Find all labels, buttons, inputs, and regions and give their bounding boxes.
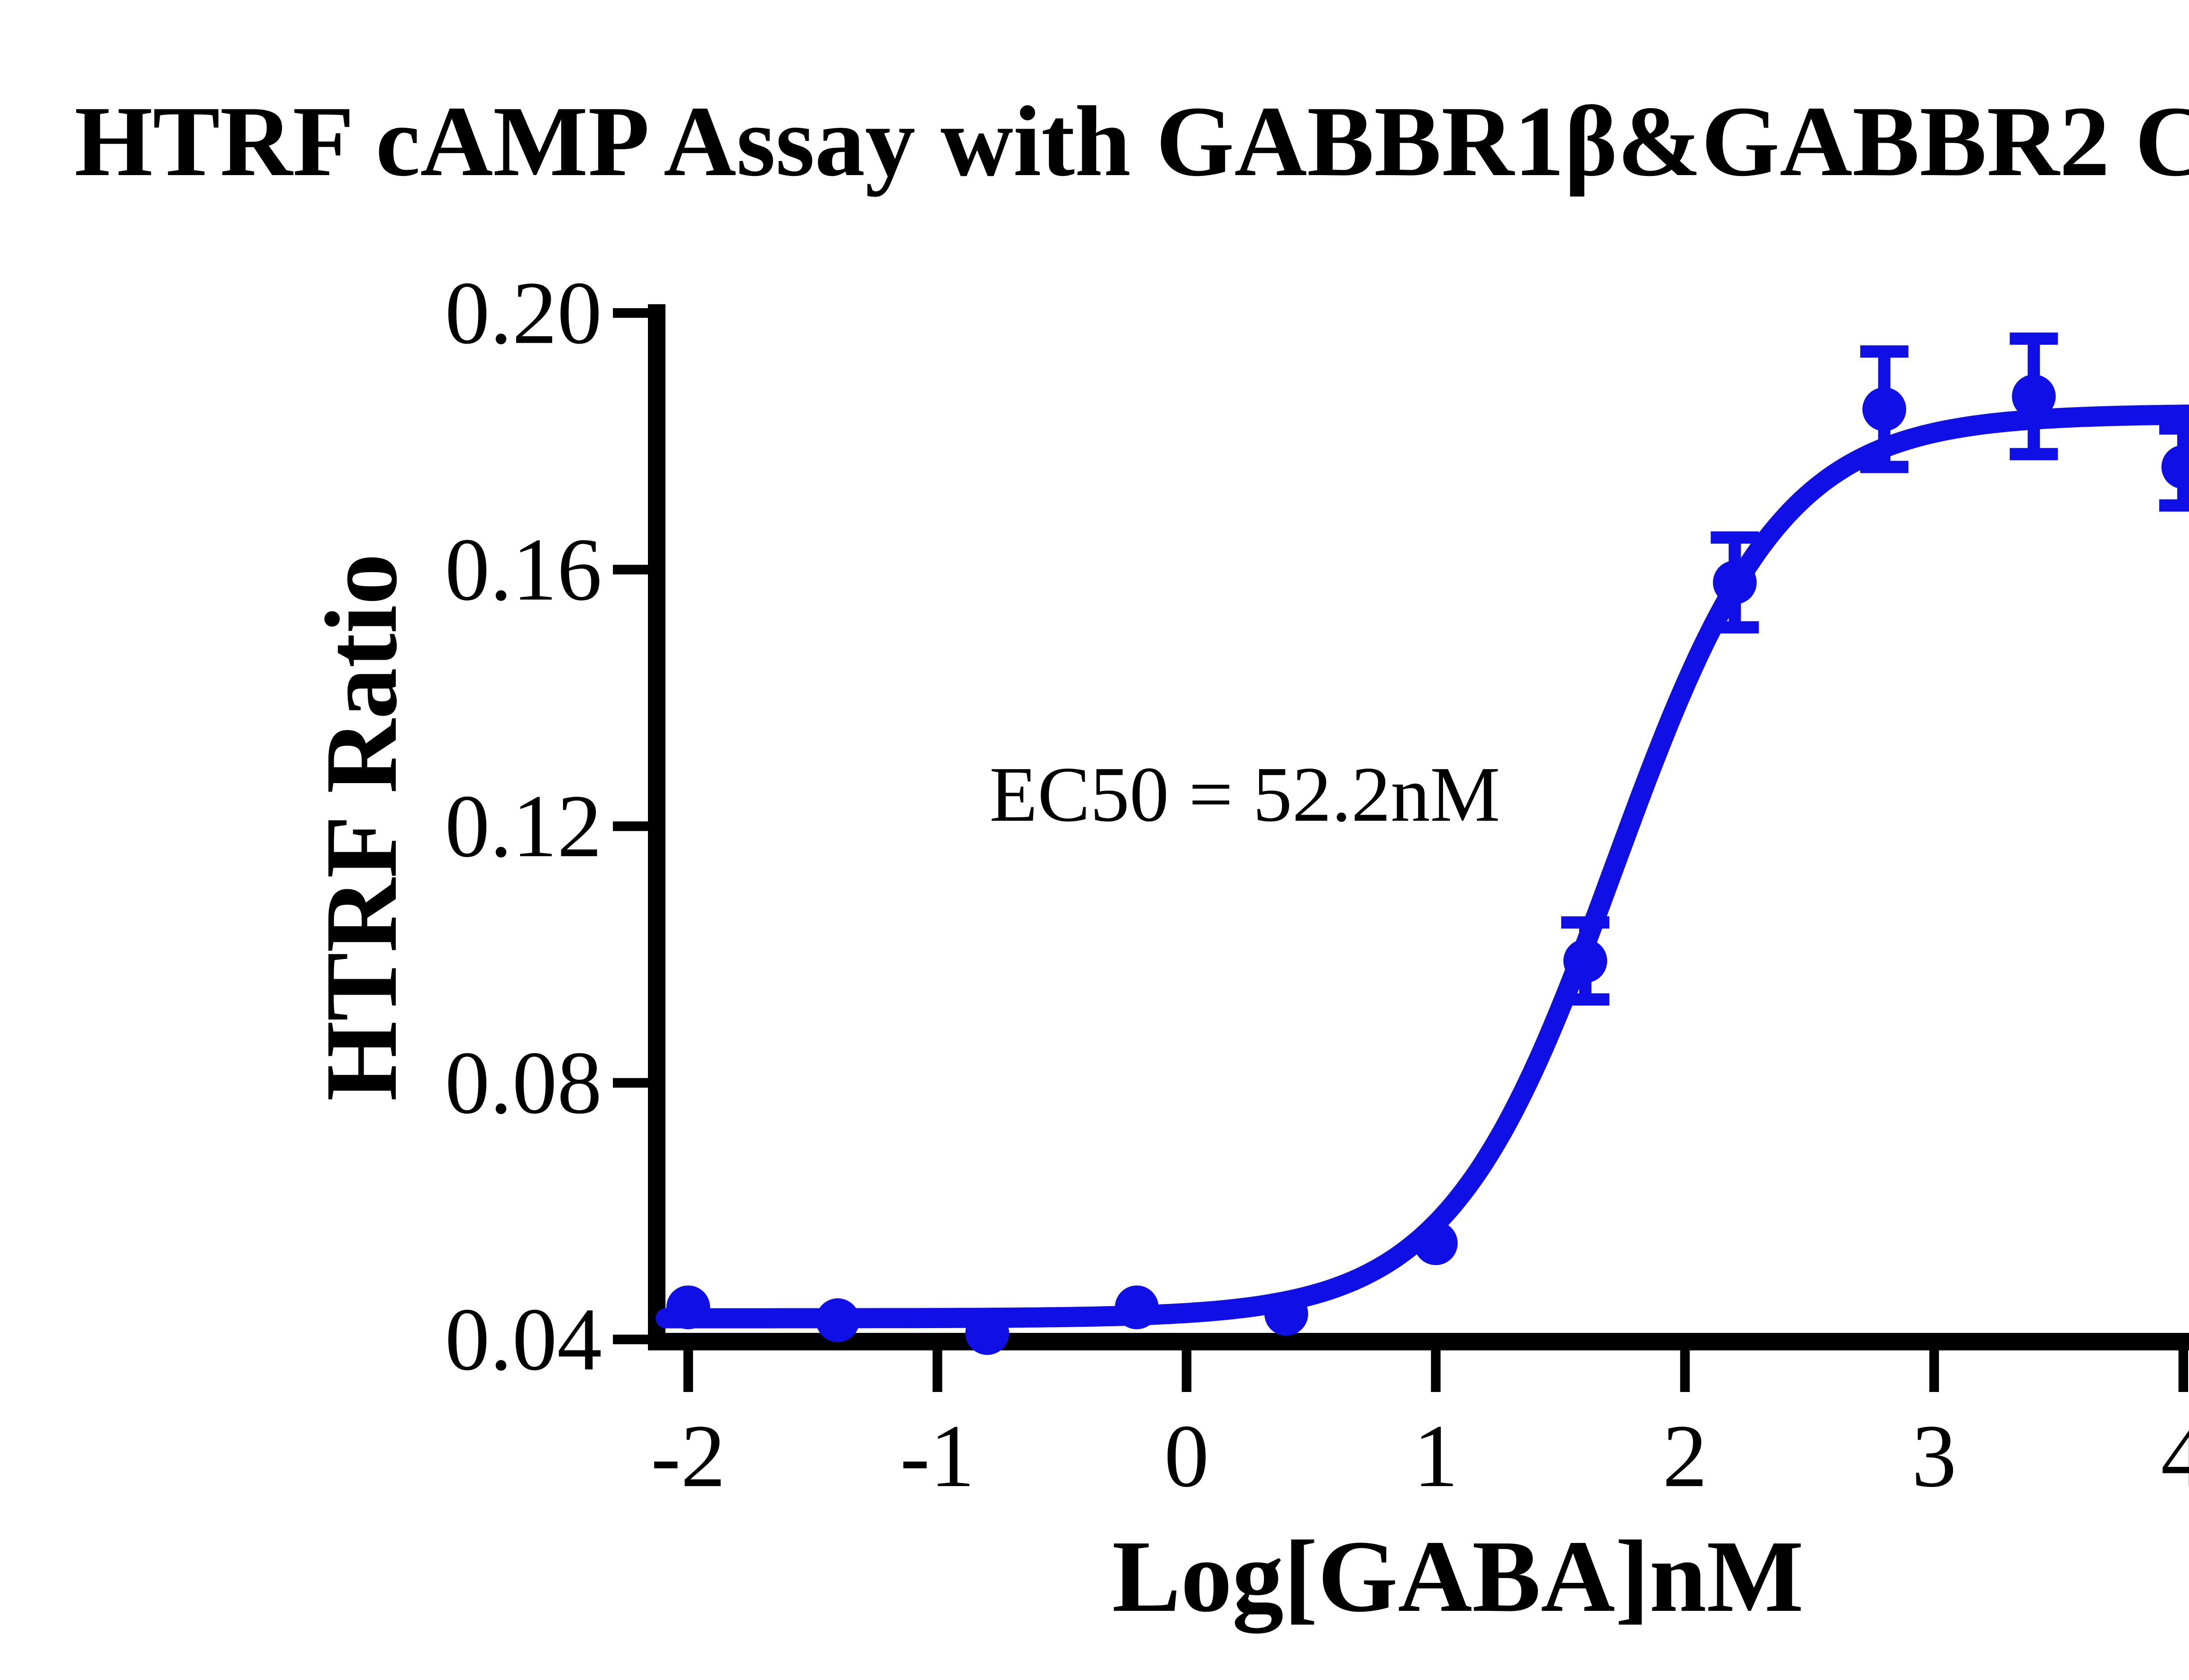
data-point: [816, 1298, 860, 1343]
data-point: [1264, 1292, 1309, 1336]
error-bar-cap-top: [1561, 916, 1610, 929]
data-point: [1115, 1285, 1159, 1329]
error-bar-cap-bottom: [1710, 621, 1759, 634]
error-bar-cap-top: [2010, 332, 2058, 345]
data-point: [2012, 374, 2056, 418]
error-bar-cap-bottom: [1561, 993, 1610, 1006]
chart-title: HTRF cAMP Assay with GABBR1β&GABBR2 CHO（…: [74, 85, 2189, 197]
error-bar-cap-bottom: [2159, 499, 2189, 512]
x-tick-label: 4: [2161, 1406, 2189, 1506]
x-tick-label: 3: [1912, 1406, 1957, 1506]
data-point: [965, 1311, 1010, 1355]
y-tick-label: 0.08: [445, 1033, 602, 1132]
x-tick: [1929, 1350, 1939, 1392]
x-tick: [1431, 1350, 1441, 1392]
x-tick-label: -1: [900, 1406, 975, 1506]
ec50-annotation: EC50 = 52.2nM: [989, 751, 1500, 838]
y-axis-title: HTRF Ratio: [304, 553, 418, 1101]
y-tick: [613, 1335, 657, 1344]
x-tick: [683, 1350, 693, 1392]
error-bar-cap-top: [2159, 422, 2189, 435]
plot-geometry: 0.04 0.08 0.12 0.16 0.20 -2 -1 0 1 2 3 4: [445, 264, 2189, 1506]
data-point: [666, 1285, 710, 1329]
x-tick-label: 1: [1413, 1406, 1458, 1506]
x-tick: [1680, 1350, 1690, 1392]
error-bar-cap-top: [1860, 345, 1909, 358]
y-tick: [613, 308, 657, 318]
x-axis-title: Log[GABA]nM: [1112, 1519, 1804, 1634]
fit-curve: [655, 404, 2189, 1329]
error-bar-cap-bottom: [2010, 448, 2058, 460]
x-tick: [2178, 1350, 2189, 1392]
x-tick: [933, 1350, 943, 1392]
data-point: [2161, 445, 2189, 489]
y-tick: [613, 1078, 657, 1088]
y-tick: [613, 565, 657, 575]
data-point: [1713, 560, 1757, 605]
x-tick-label: 2: [1662, 1406, 1707, 1506]
x-tick-label: -2: [651, 1406, 726, 1506]
data-point: [1414, 1221, 1458, 1265]
x-tick-label: 0: [1164, 1406, 1209, 1506]
x-tick: [1182, 1350, 1192, 1392]
y-tick: [613, 821, 657, 831]
y-tick-label: 0.20: [445, 264, 602, 363]
y-tick-label: 0.04: [445, 1290, 602, 1389]
error-bar-cap-bottom: [1860, 460, 1909, 473]
x-axis-line: [648, 1333, 2189, 1350]
y-tick-label: 0.12: [445, 777, 602, 876]
error-bar-cap-top: [1710, 531, 1759, 544]
data-point: [1862, 387, 1907, 431]
data-point: [1563, 939, 1608, 983]
y-tick-label: 0.16: [445, 520, 602, 619]
